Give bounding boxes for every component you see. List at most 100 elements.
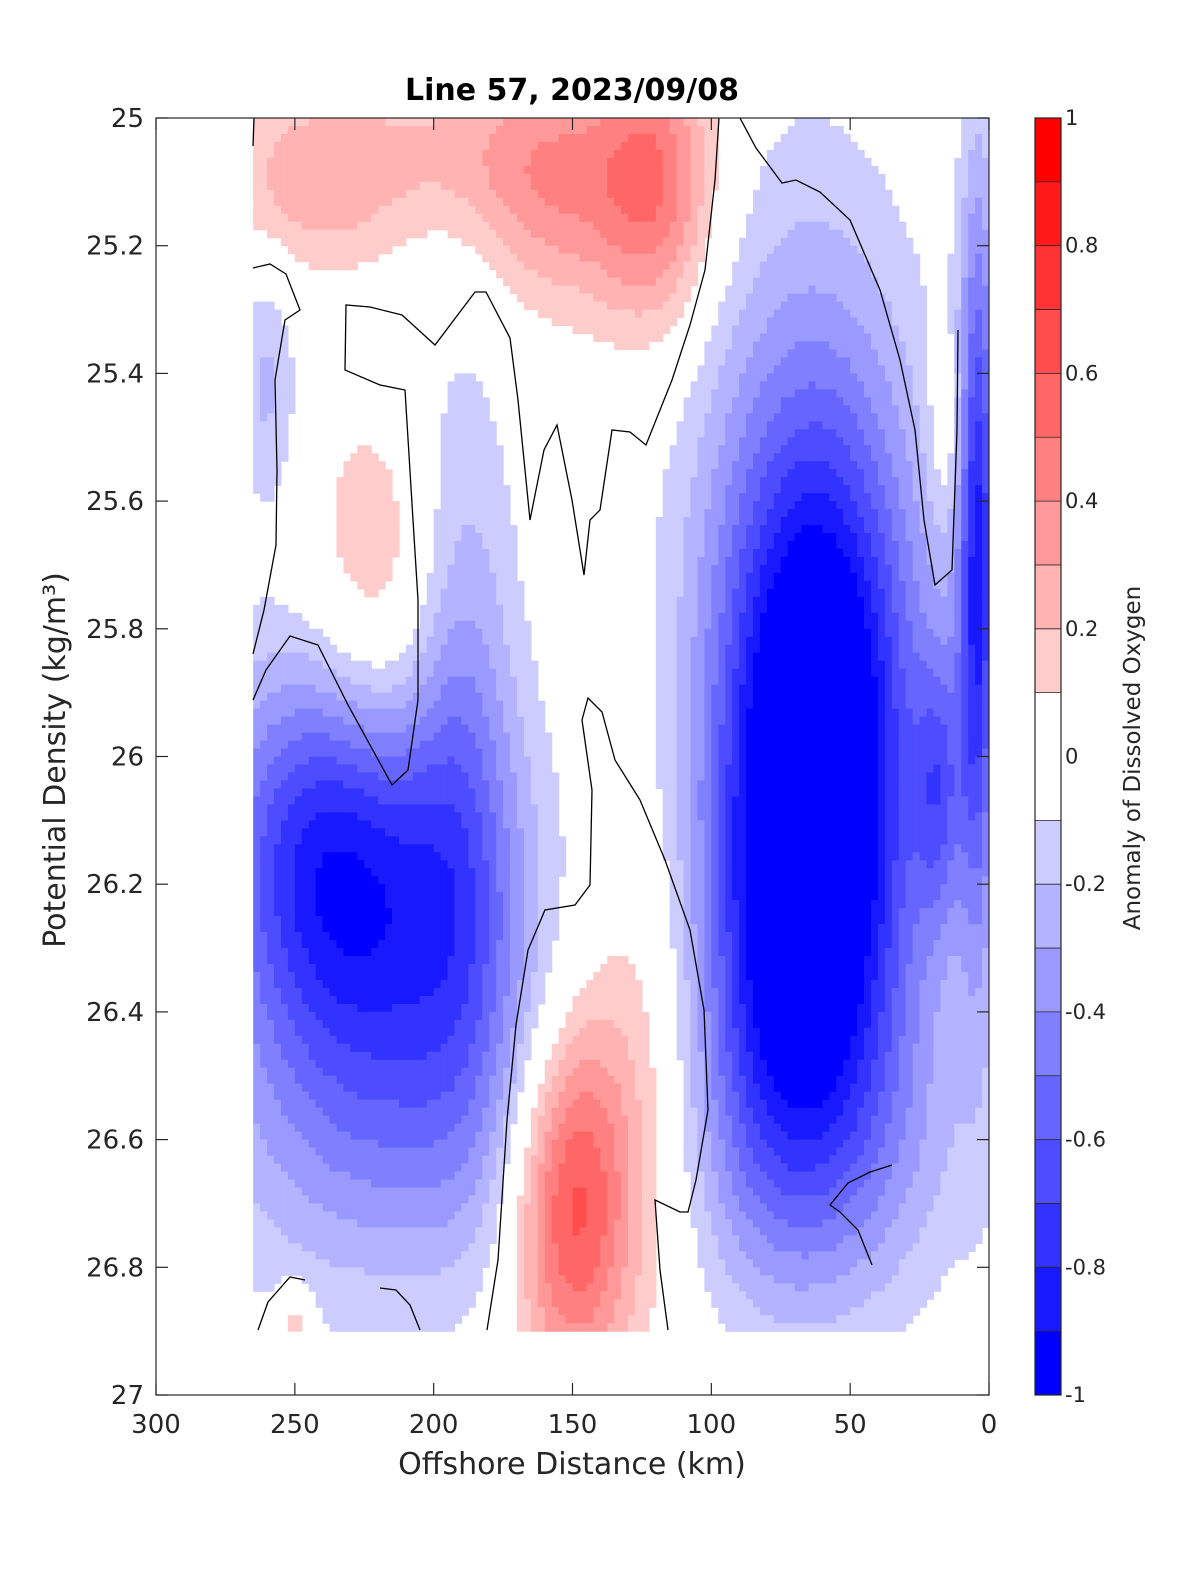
anomaly-cell (746, 333, 754, 343)
anomaly-cell (280, 660, 289, 670)
anomaly-cell (732, 445, 740, 454)
anomaly-cell (301, 149, 310, 159)
anomaly-cell (919, 461, 928, 470)
anomaly-cell (850, 253, 858, 263)
anomaly-cell (565, 205, 574, 215)
anomaly-cell (822, 676, 830, 686)
anomaly-cell (364, 181, 372, 191)
anomaly-cell (752, 285, 761, 295)
anomaly-cell (600, 245, 608, 255)
anomaly-cell (634, 213, 643, 223)
anomaly-cell (648, 309, 657, 319)
anomaly-cell (294, 229, 303, 239)
anomaly-cell (676, 149, 685, 159)
anomaly-cell (551, 285, 560, 295)
anomaly-cell (864, 245, 872, 255)
anomaly-cell (440, 461, 449, 470)
anomaly-cell (766, 149, 775, 159)
anomaly-cell (905, 421, 914, 430)
anomaly-cell (454, 572, 463, 582)
anomaly-cell (343, 461, 351, 470)
anomaly-cell (877, 245, 886, 255)
anomaly-cell (641, 253, 650, 263)
anomaly-cell (864, 453, 872, 462)
anomaly-cell (530, 676, 539, 686)
anomaly-cell (711, 365, 719, 374)
anomaly-cell (746, 509, 754, 518)
anomaly-cell (843, 437, 851, 446)
anomaly-cell (926, 533, 935, 542)
anomaly-cell (503, 229, 511, 239)
anomaly-cell (523, 668, 532, 678)
anomaly-cell (530, 165, 539, 175)
anomaly-cell (752, 477, 761, 486)
anomaly-cell (392, 517, 400, 526)
anomaly-cell (766, 301, 775, 311)
anomaly-cell (773, 221, 782, 231)
anomaly-cell (683, 477, 692, 486)
anomaly-cell (392, 197, 400, 207)
anomaly-cell (301, 165, 310, 175)
anomaly-cell (503, 205, 511, 215)
anomaly-cell (607, 141, 615, 151)
anomaly-cell (773, 548, 782, 558)
anomaly-cell (468, 141, 476, 151)
anomaly-cell (829, 676, 837, 686)
anomaly-cell (572, 229, 581, 239)
anomaly-cell (884, 325, 893, 335)
anomaly-cell (725, 533, 733, 542)
anomaly-cell (725, 485, 733, 494)
anomaly-cell (794, 636, 803, 646)
anomaly-cell (752, 556, 761, 566)
anomaly-cell (697, 253, 705, 263)
anomaly-cell (808, 525, 817, 534)
anomaly-cell (419, 173, 428, 183)
anomaly-cell (870, 453, 879, 462)
anomaly-cell (711, 389, 719, 398)
anomaly-cell (746, 604, 754, 614)
anomaly-cell (732, 533, 740, 542)
anomaly-cell (287, 381, 296, 390)
anomaly-cell (648, 261, 657, 271)
anomaly-cell (898, 533, 907, 542)
anomaly-cell (544, 229, 553, 239)
anomaly-cell (905, 628, 914, 638)
anomaly-cell (961, 333, 969, 343)
anomaly-cell (898, 413, 907, 422)
anomaly-cell (558, 189, 567, 199)
anomaly-cell (274, 413, 282, 422)
anomaly-cell (773, 413, 782, 422)
anomaly-cell (336, 548, 345, 558)
anomaly-cell (267, 205, 275, 215)
anomaly-cell (274, 477, 282, 486)
anomaly-cell (752, 453, 761, 462)
anomaly-cell (683, 453, 692, 462)
anomaly-cell (405, 165, 414, 175)
anomaly-cell (440, 564, 449, 574)
anomaly-cell (586, 157, 594, 167)
anomaly-cell (274, 461, 282, 470)
anomaly-cell (732, 517, 740, 526)
anomaly-cell (690, 580, 699, 590)
anomaly-cell (843, 405, 851, 414)
anomaly-cell (711, 604, 719, 614)
anomaly-cell (891, 413, 900, 422)
anomaly-cell (912, 588, 921, 598)
anomaly-cell (280, 421, 289, 430)
anomaly-cell (364, 213, 372, 223)
anomaly-cell (343, 668, 351, 678)
anomaly-cell (690, 525, 699, 534)
anomaly-cell (294, 181, 303, 191)
anomaly-cell (961, 261, 969, 271)
anomaly-cell (558, 173, 567, 183)
anomaly-cell (461, 381, 469, 390)
anomaly-cell (975, 181, 983, 191)
anomaly-cell (447, 405, 456, 414)
anomaly-cell (412, 652, 421, 662)
anomaly-cell (655, 157, 664, 167)
anomaly-cell (857, 485, 865, 494)
anomaly-cell (739, 564, 747, 574)
anomaly-cell (926, 461, 935, 470)
anomaly-cell (822, 118, 830, 127)
anomaly-cell (870, 413, 879, 422)
